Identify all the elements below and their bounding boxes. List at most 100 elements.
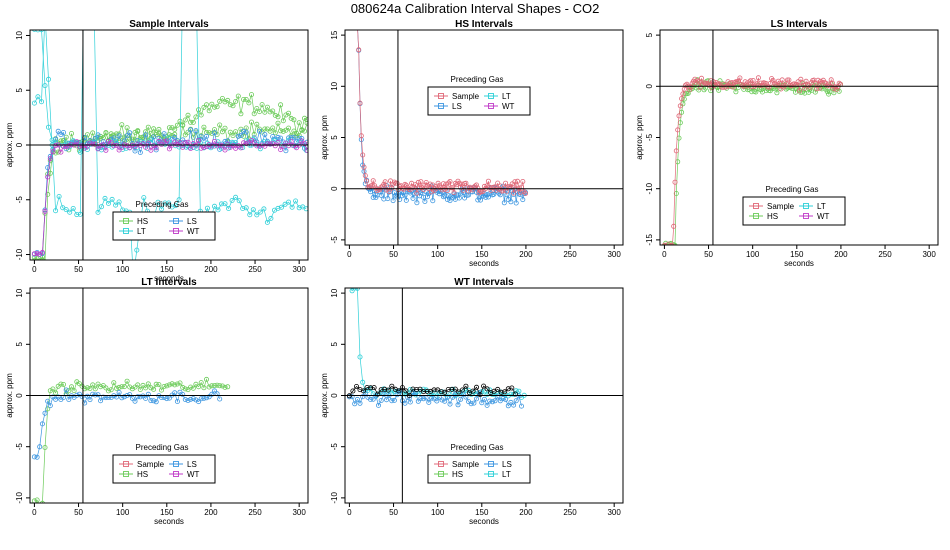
data-point [211, 127, 217, 133]
data-point [812, 80, 818, 86]
data-point [95, 132, 101, 138]
data-point [114, 385, 120, 391]
data-point [495, 394, 501, 400]
data-point [489, 399, 495, 405]
data-point [225, 138, 231, 144]
data-point [131, 274, 135, 278]
data-point [141, 195, 147, 201]
data-point [172, 134, 178, 140]
legend-entry: HS [434, 470, 463, 479]
data-point [211, 203, 217, 209]
data-point [291, 117, 297, 123]
data-point [442, 186, 448, 192]
data-point [716, 87, 722, 93]
data-point [225, 141, 231, 147]
data-point [503, 180, 509, 186]
legend-label: LT [502, 92, 511, 101]
data-point [509, 385, 515, 391]
data-point [354, 21, 358, 25]
legend-entry: Sample [749, 202, 795, 211]
x-tick-label: 250 [563, 508, 577, 517]
data-point [248, 92, 254, 98]
data-point [420, 389, 426, 395]
data-point [116, 199, 122, 205]
data-point [303, 206, 308, 212]
data-point [430, 198, 436, 204]
data-point [299, 127, 305, 133]
data-point [230, 143, 236, 149]
data-point [515, 178, 521, 184]
data-point [470, 388, 476, 394]
data-point [289, 204, 295, 210]
legend-title: Preceding Gas [451, 75, 504, 84]
x-tick-label: 0 [662, 250, 667, 259]
y-tick-label: -10 [645, 182, 654, 194]
data-point [473, 396, 479, 402]
data-point [288, 115, 294, 121]
data-point [713, 80, 719, 86]
data-point [439, 397, 445, 403]
data-point [79, 394, 85, 400]
data-point [382, 179, 388, 185]
data-point [368, 385, 374, 391]
data-point [243, 97, 249, 103]
legend-marker [123, 461, 129, 467]
data-point [254, 121, 260, 127]
legend-entry: LS [169, 460, 197, 469]
x-tick-label: 150 [475, 250, 489, 259]
data-point [39, 249, 45, 255]
data-point [53, 143, 59, 149]
data-point [382, 386, 388, 392]
data-point [362, 173, 368, 179]
data-point [438, 389, 444, 395]
data-point [90, 130, 96, 136]
data-point [185, 139, 191, 145]
data-point [111, 380, 117, 386]
legend-entry: LT [484, 470, 511, 479]
y-tick-label: -5 [15, 443, 24, 451]
data-point [248, 137, 254, 143]
data-point [209, 101, 215, 107]
data-point [32, 30, 37, 32]
data-point [84, 143, 90, 149]
data-point [455, 391, 461, 397]
data-point [385, 387, 391, 393]
data-point [803, 78, 809, 84]
data-point [148, 130, 154, 136]
data-point [31, 100, 37, 106]
data-point [413, 387, 419, 393]
x-tick-label: 100 [431, 250, 445, 259]
data-point [124, 133, 130, 139]
data-point [435, 180, 441, 186]
data-point [74, 139, 80, 145]
data-point [283, 148, 289, 154]
data-point [278, 147, 284, 153]
data-point [351, 24, 355, 28]
y-tick-label: 10 [15, 288, 24, 297]
data-point [505, 403, 511, 409]
data-point [428, 189, 434, 195]
data-point [495, 180, 501, 186]
data-point [90, 382, 96, 388]
data-point [746, 86, 752, 92]
data-point [238, 111, 244, 117]
data-point [218, 201, 224, 207]
data-point [180, 137, 186, 143]
data-point [198, 396, 204, 402]
data-point [214, 104, 220, 110]
data-point [692, 76, 698, 82]
data-point [481, 389, 487, 395]
data-point [420, 187, 426, 193]
legend-entry: LT [119, 227, 146, 236]
data-point [381, 181, 387, 187]
data-point [182, 396, 188, 402]
data-point [418, 395, 424, 401]
data-point [450, 185, 456, 191]
x-tick-label: 50 [389, 508, 398, 517]
data-point [447, 391, 453, 397]
data-point [267, 109, 273, 115]
data-point [34, 251, 40, 257]
data-point [354, 23, 358, 27]
data-point [148, 398, 154, 404]
data-point [111, 143, 117, 149]
